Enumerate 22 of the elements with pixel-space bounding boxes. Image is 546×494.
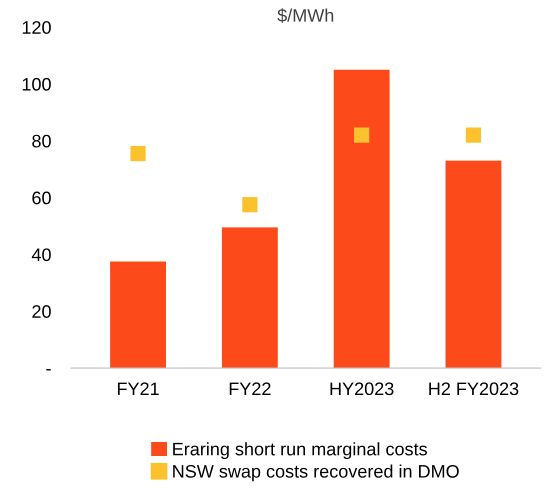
y-tick-label: 20 — [32, 305, 51, 318]
point — [354, 128, 370, 143]
legend-label: Eraring short run marginal costs — [173, 442, 427, 460]
y-tick-label: 80 — [32, 134, 51, 148]
y-tick-label: 100 — [22, 78, 51, 91]
y-tick-label: 120 — [22, 21, 51, 34]
y-tick-label: - — [46, 369, 51, 370]
y-tick-label: 60 — [32, 192, 51, 204]
x-tick-label: FY21 — [118, 382, 159, 396]
point — [466, 128, 482, 143]
y-tick-label: 40 — [32, 248, 51, 262]
bar — [222, 227, 278, 368]
bar — [446, 160, 502, 368]
x-tick-label: FY22 — [230, 382, 271, 396]
x-tick-label: H2 FY2023 — [429, 382, 518, 396]
bar — [334, 70, 390, 368]
point — [242, 197, 258, 212]
legend-label: NSW swap costs recovered in DMO — [173, 464, 459, 482]
point — [130, 146, 146, 162]
y-axis-title: $/MWh — [277, 8, 334, 23]
bar — [110, 262, 166, 368]
x-tick-label: HY2023 — [330, 382, 394, 396]
